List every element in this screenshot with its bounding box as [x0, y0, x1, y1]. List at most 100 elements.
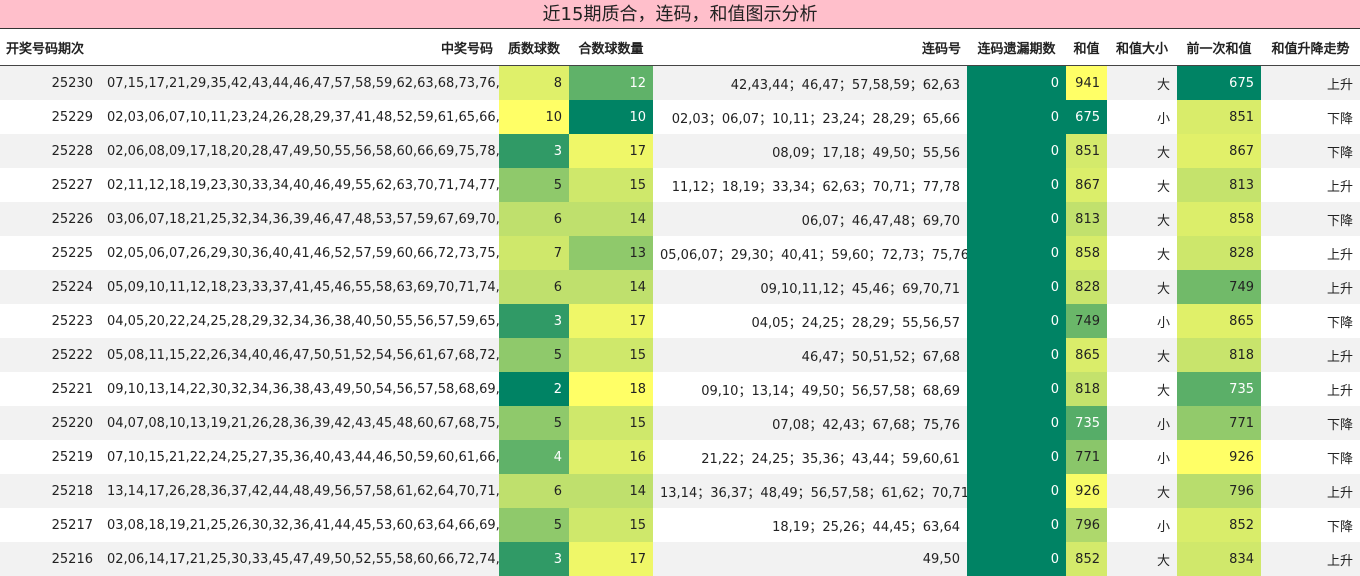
cell-prime: 5 [499, 168, 569, 202]
cell-prev-sum: 735 [1177, 372, 1261, 406]
cell-issue: 25219 [0, 440, 100, 474]
cell-prev-sum: 926 [1177, 440, 1261, 474]
cell-consecutive: 21,22；24,25；35,36；43,44；59,60,61 [653, 440, 967, 474]
cell-trend: 下降 [1261, 202, 1360, 236]
table-row: 25220 04,07,08,10,13,19,21,26,28,36,39,42… [0, 406, 1360, 440]
cell-numbers: 02,03,06,07,10,11,23,24,26,28,29,37,41,4… [100, 100, 499, 134]
cell-consecutive: 07,08；42,43；67,68；75,76 [653, 406, 967, 440]
cell-sum: 828 [1066, 270, 1107, 304]
cell-miss: 0 [967, 542, 1066, 576]
cell-prime: 6 [499, 270, 569, 304]
cell-composite: 17 [569, 542, 653, 576]
cell-issue: 25222 [0, 338, 100, 372]
cell-sum: 865 [1066, 338, 1107, 372]
cell-consecutive: 09,10；13,14；49,50；56,57,58；68,69 [653, 372, 967, 406]
cell-trend: 上升 [1261, 65, 1360, 100]
cell-composite: 14 [569, 202, 653, 236]
cell-prev-sum: 834 [1177, 542, 1261, 576]
header-numbers: 中奖号码 [100, 29, 499, 66]
cell-miss: 0 [967, 406, 1066, 440]
table-row: 25223 04,05,20,22,24,25,28,29,32,34,36,38… [0, 304, 1360, 338]
cell-composite: 15 [569, 168, 653, 202]
cell-prime: 8 [499, 65, 569, 100]
cell-prev-sum: 818 [1177, 338, 1261, 372]
cell-trend: 下降 [1261, 100, 1360, 134]
cell-consecutive: 04,05；24,25；28,29；55,56,57 [653, 304, 967, 338]
cell-size: 大 [1107, 474, 1177, 508]
cell-size: 大 [1107, 236, 1177, 270]
cell-issue: 25225 [0, 236, 100, 270]
cell-numbers: 02,11,12,18,19,23,30,33,34,40,46,49,55,6… [100, 168, 499, 202]
cell-numbers: 07,15,17,21,29,35,42,43,44,46,47,57,58,5… [100, 65, 499, 100]
cell-prev-sum: 852 [1177, 508, 1261, 542]
cell-sum: 749 [1066, 304, 1107, 338]
cell-trend: 上升 [1261, 372, 1360, 406]
cell-prev-sum: 828 [1177, 236, 1261, 270]
table-row: 25230 07,15,17,21,29,35,42,43,44,46,47,57… [0, 65, 1360, 100]
cell-miss: 0 [967, 338, 1066, 372]
header-miss: 连码遗漏期数 [967, 29, 1066, 66]
cell-miss: 0 [967, 440, 1066, 474]
cell-sum: 796 [1066, 508, 1107, 542]
cell-sum: 867 [1066, 168, 1107, 202]
cell-size: 小 [1107, 100, 1177, 134]
cell-trend: 下降 [1261, 406, 1360, 440]
cell-numbers: 09,10,13,14,22,30,32,34,36,38,43,49,50,5… [100, 372, 499, 406]
header-trend: 和值升降走势 [1261, 29, 1360, 66]
table-row: 25216 02,06,14,17,21,25,30,33,45,47,49,50… [0, 542, 1360, 576]
cell-numbers: 05,09,10,11,12,18,23,33,37,41,45,46,55,5… [100, 270, 499, 304]
cell-prev-sum: 865 [1177, 304, 1261, 338]
cell-issue: 25227 [0, 168, 100, 202]
cell-size: 小 [1107, 508, 1177, 542]
cell-sum: 851 [1066, 134, 1107, 168]
cell-trend: 上升 [1261, 474, 1360, 508]
cell-composite: 18 [569, 372, 653, 406]
cell-trend: 上升 [1261, 236, 1360, 270]
cell-prev-sum: 675 [1177, 65, 1261, 100]
cell-consecutive: 08,09；17,18；49,50；55,56 [653, 134, 967, 168]
cell-composite: 15 [569, 508, 653, 542]
cell-size: 大 [1107, 270, 1177, 304]
table-row: 25221 09,10,13,14,22,30,32,34,36,38,43,49… [0, 372, 1360, 406]
cell-consecutive: 46,47；50,51,52；67,68 [653, 338, 967, 372]
cell-miss: 0 [967, 304, 1066, 338]
cell-size: 小 [1107, 406, 1177, 440]
cell-consecutive: 05,06,07；29,30；40,41；59,60；72,73；75,76 [653, 236, 967, 270]
cell-sum: 735 [1066, 406, 1107, 440]
cell-issue: 25223 [0, 304, 100, 338]
cell-miss: 0 [967, 100, 1066, 134]
cell-size: 大 [1107, 65, 1177, 100]
cell-size: 大 [1107, 542, 1177, 576]
header-composite: 合数球数量 [569, 29, 653, 66]
analysis-table: 开奖号码期次 中奖号码 质数球数 合数球数量 连码号 连码遗漏期数 和值 和值大… [0, 29, 1360, 576]
table-row: 25218 13,14,17,26,28,36,37,42,44,48,49,56… [0, 474, 1360, 508]
cell-miss: 0 [967, 508, 1066, 542]
table-row: 25225 02,05,06,07,26,29,30,36,40,41,46,52… [0, 236, 1360, 270]
cell-issue: 25221 [0, 372, 100, 406]
cell-size: 大 [1107, 168, 1177, 202]
cell-prime: 10 [499, 100, 569, 134]
header-prev-sum: 前一次和值 [1177, 29, 1261, 66]
cell-sum: 852 [1066, 542, 1107, 576]
cell-trend: 下降 [1261, 134, 1360, 168]
cell-prime: 4 [499, 440, 569, 474]
cell-issue: 25224 [0, 270, 100, 304]
cell-trend: 上升 [1261, 542, 1360, 576]
header-prime: 质数球数 [499, 29, 569, 66]
cell-trend: 下降 [1261, 508, 1360, 542]
cell-issue: 25216 [0, 542, 100, 576]
cell-sum: 858 [1066, 236, 1107, 270]
cell-numbers: 05,08,11,15,22,26,34,40,46,47,50,51,52,5… [100, 338, 499, 372]
table-row: 25224 05,09,10,11,12,18,23,33,37,41,45,46… [0, 270, 1360, 304]
cell-consecutive: 11,12；18,19；33,34；62,63；70,71；77,78 [653, 168, 967, 202]
cell-numbers: 02,06,08,09,17,18,20,28,47,49,50,55,56,5… [100, 134, 499, 168]
header-row: 开奖号码期次 中奖号码 质数球数 合数球数量 连码号 连码遗漏期数 和值 和值大… [0, 29, 1360, 66]
cell-issue: 25226 [0, 202, 100, 236]
cell-size: 小 [1107, 304, 1177, 338]
cell-sum: 926 [1066, 474, 1107, 508]
cell-prime: 7 [499, 236, 569, 270]
cell-issue: 25228 [0, 134, 100, 168]
cell-prime: 6 [499, 474, 569, 508]
cell-prev-sum: 796 [1177, 474, 1261, 508]
cell-prime: 5 [499, 406, 569, 440]
